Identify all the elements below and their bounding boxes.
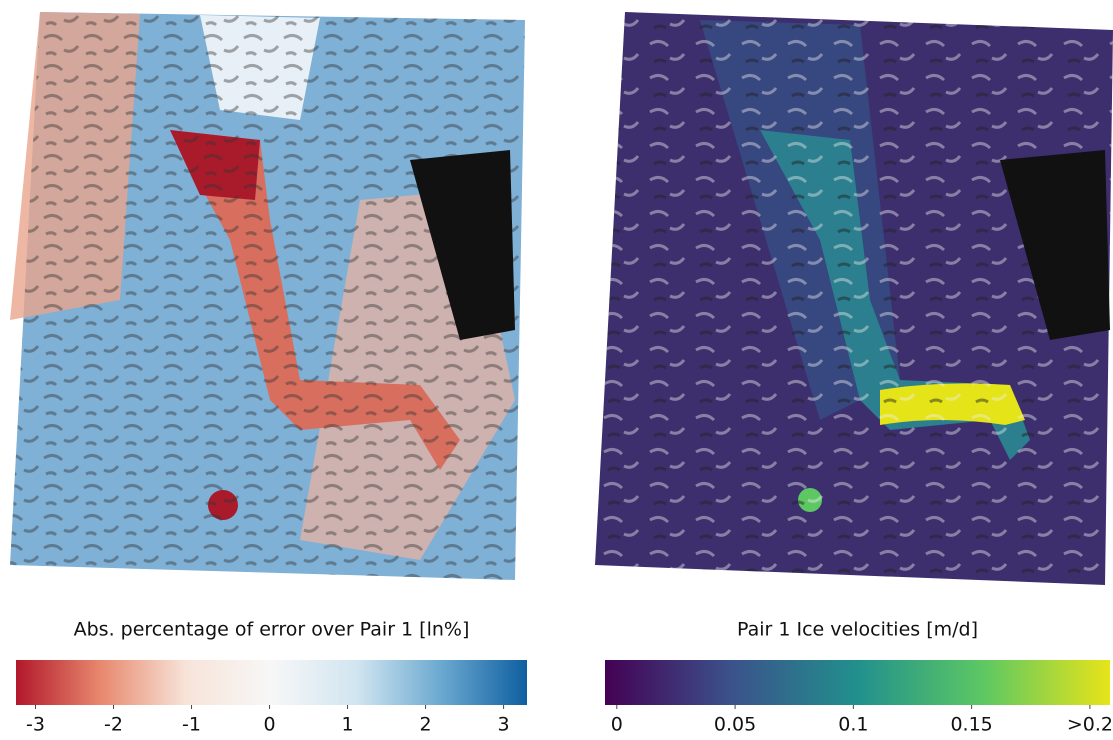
tick-label: 2 <box>420 714 432 736</box>
colorbar <box>605 660 1110 705</box>
tick-label: 0.15 <box>950 714 992 736</box>
tick-label: -1 <box>182 714 201 736</box>
panel-title: Pair 1 Ice velocities [m/d] <box>737 619 978 641</box>
velocity-map <box>595 12 1113 585</box>
tick-label: -2 <box>104 714 123 736</box>
tick-label: 3 <box>498 714 510 736</box>
error-map <box>10 12 525 580</box>
tick-label: >0.2 <box>1067 714 1113 736</box>
tick-label: 0.1 <box>838 714 868 736</box>
tick-label: -3 <box>26 714 45 736</box>
tick-label: 0 <box>264 714 276 736</box>
panel-title: Abs. percentage of error over Pair 1 [ln… <box>74 619 470 641</box>
tick-label: 1 <box>342 714 354 736</box>
tick-label: 0 <box>611 714 623 736</box>
tick-label: 0.05 <box>714 714 756 736</box>
figure: Abs. percentage of error over Pair 1 [ln… <box>0 0 1113 740</box>
colorbar <box>16 660 527 705</box>
